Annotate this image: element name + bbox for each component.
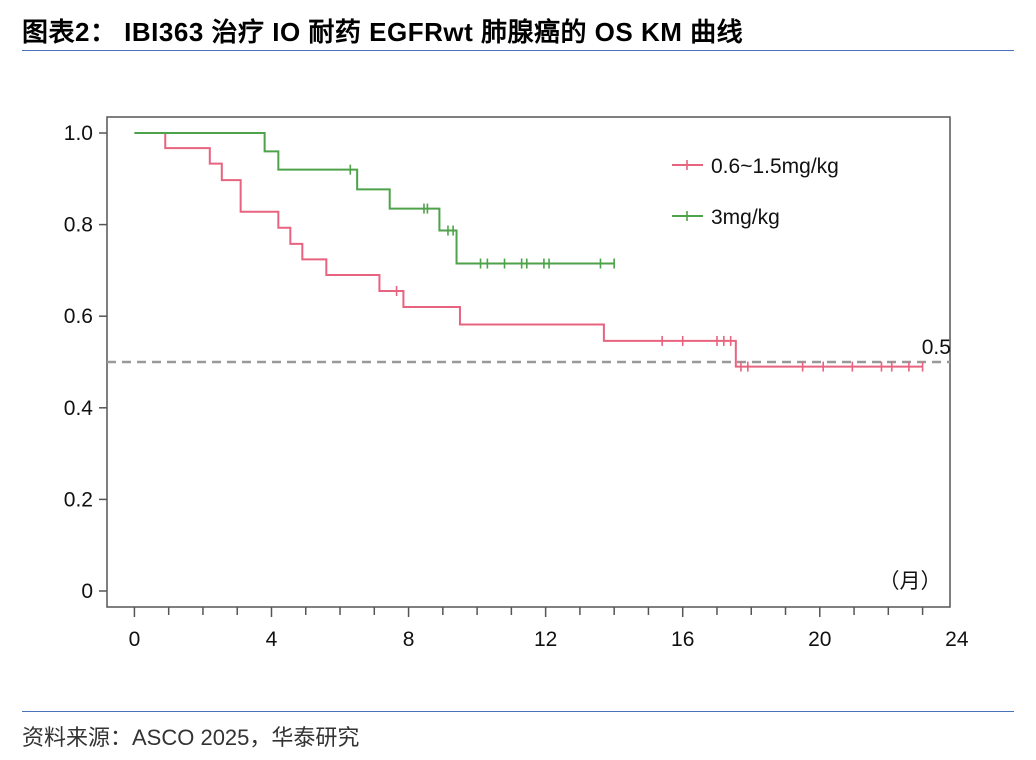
legend-item: 0.6~1.5mg/kg: [672, 155, 839, 178]
y-tick-label: 1.0: [64, 122, 93, 145]
x-tick-label: 24: [945, 628, 969, 651]
footer-divider: [22, 711, 1014, 712]
km-step-line: [134, 132, 615, 265]
figure-title: 图表2： IBI363 治疗 IO 耐药 EGFRwt 肺腺癌的 OS KM 曲…: [22, 17, 744, 47]
km-series: [134, 132, 615, 269]
km-step-line: [134, 132, 923, 368]
x-tick-label: 16: [671, 628, 694, 651]
reference-line: 0.5: [107, 336, 951, 364]
source-note: 资料来源：ASCO 2025，华泰研究: [22, 725, 360, 750]
legend: 0.6~1.5mg/kg 3mg/kg: [672, 155, 839, 229]
legend-label: 0.6~1.5mg/kg: [711, 155, 839, 178]
x-tick-label: 0: [129, 628, 141, 651]
x-axis: 0 4 8 12 16 20 24 （月）: [129, 570, 969, 651]
title-divider: [22, 50, 1014, 51]
y-tick-label: 0.2: [64, 488, 93, 511]
y-tick-label: 0.8: [64, 214, 93, 237]
x-tick-label: 4: [266, 628, 278, 651]
x-axis-label: （月）: [879, 570, 942, 593]
x-tick-label: 8: [403, 628, 415, 651]
legend-item: 3mg/kg: [672, 206, 780, 229]
km-series: [134, 132, 924, 372]
series-layer: [134, 132, 924, 372]
y-tick-label: 0.6: [64, 305, 93, 328]
legend-label: 3mg/kg: [711, 206, 780, 229]
y-tick-label: 0: [81, 580, 93, 603]
y-axis: 0 0.2 0.4 0.6 0.8 1.0: [64, 122, 107, 603]
reference-line-label: 0.5: [922, 336, 951, 359]
km-chart: 0 0.2 0.4 0.6 0.8 1.0 0 4 8 12 16 20 24 （月） 0.5 0.6~…: [64, 116, 969, 651]
x-tick-label: 12: [534, 628, 557, 651]
x-tick-label: 20: [808, 628, 831, 651]
y-tick-label: 0.4: [64, 397, 94, 420]
